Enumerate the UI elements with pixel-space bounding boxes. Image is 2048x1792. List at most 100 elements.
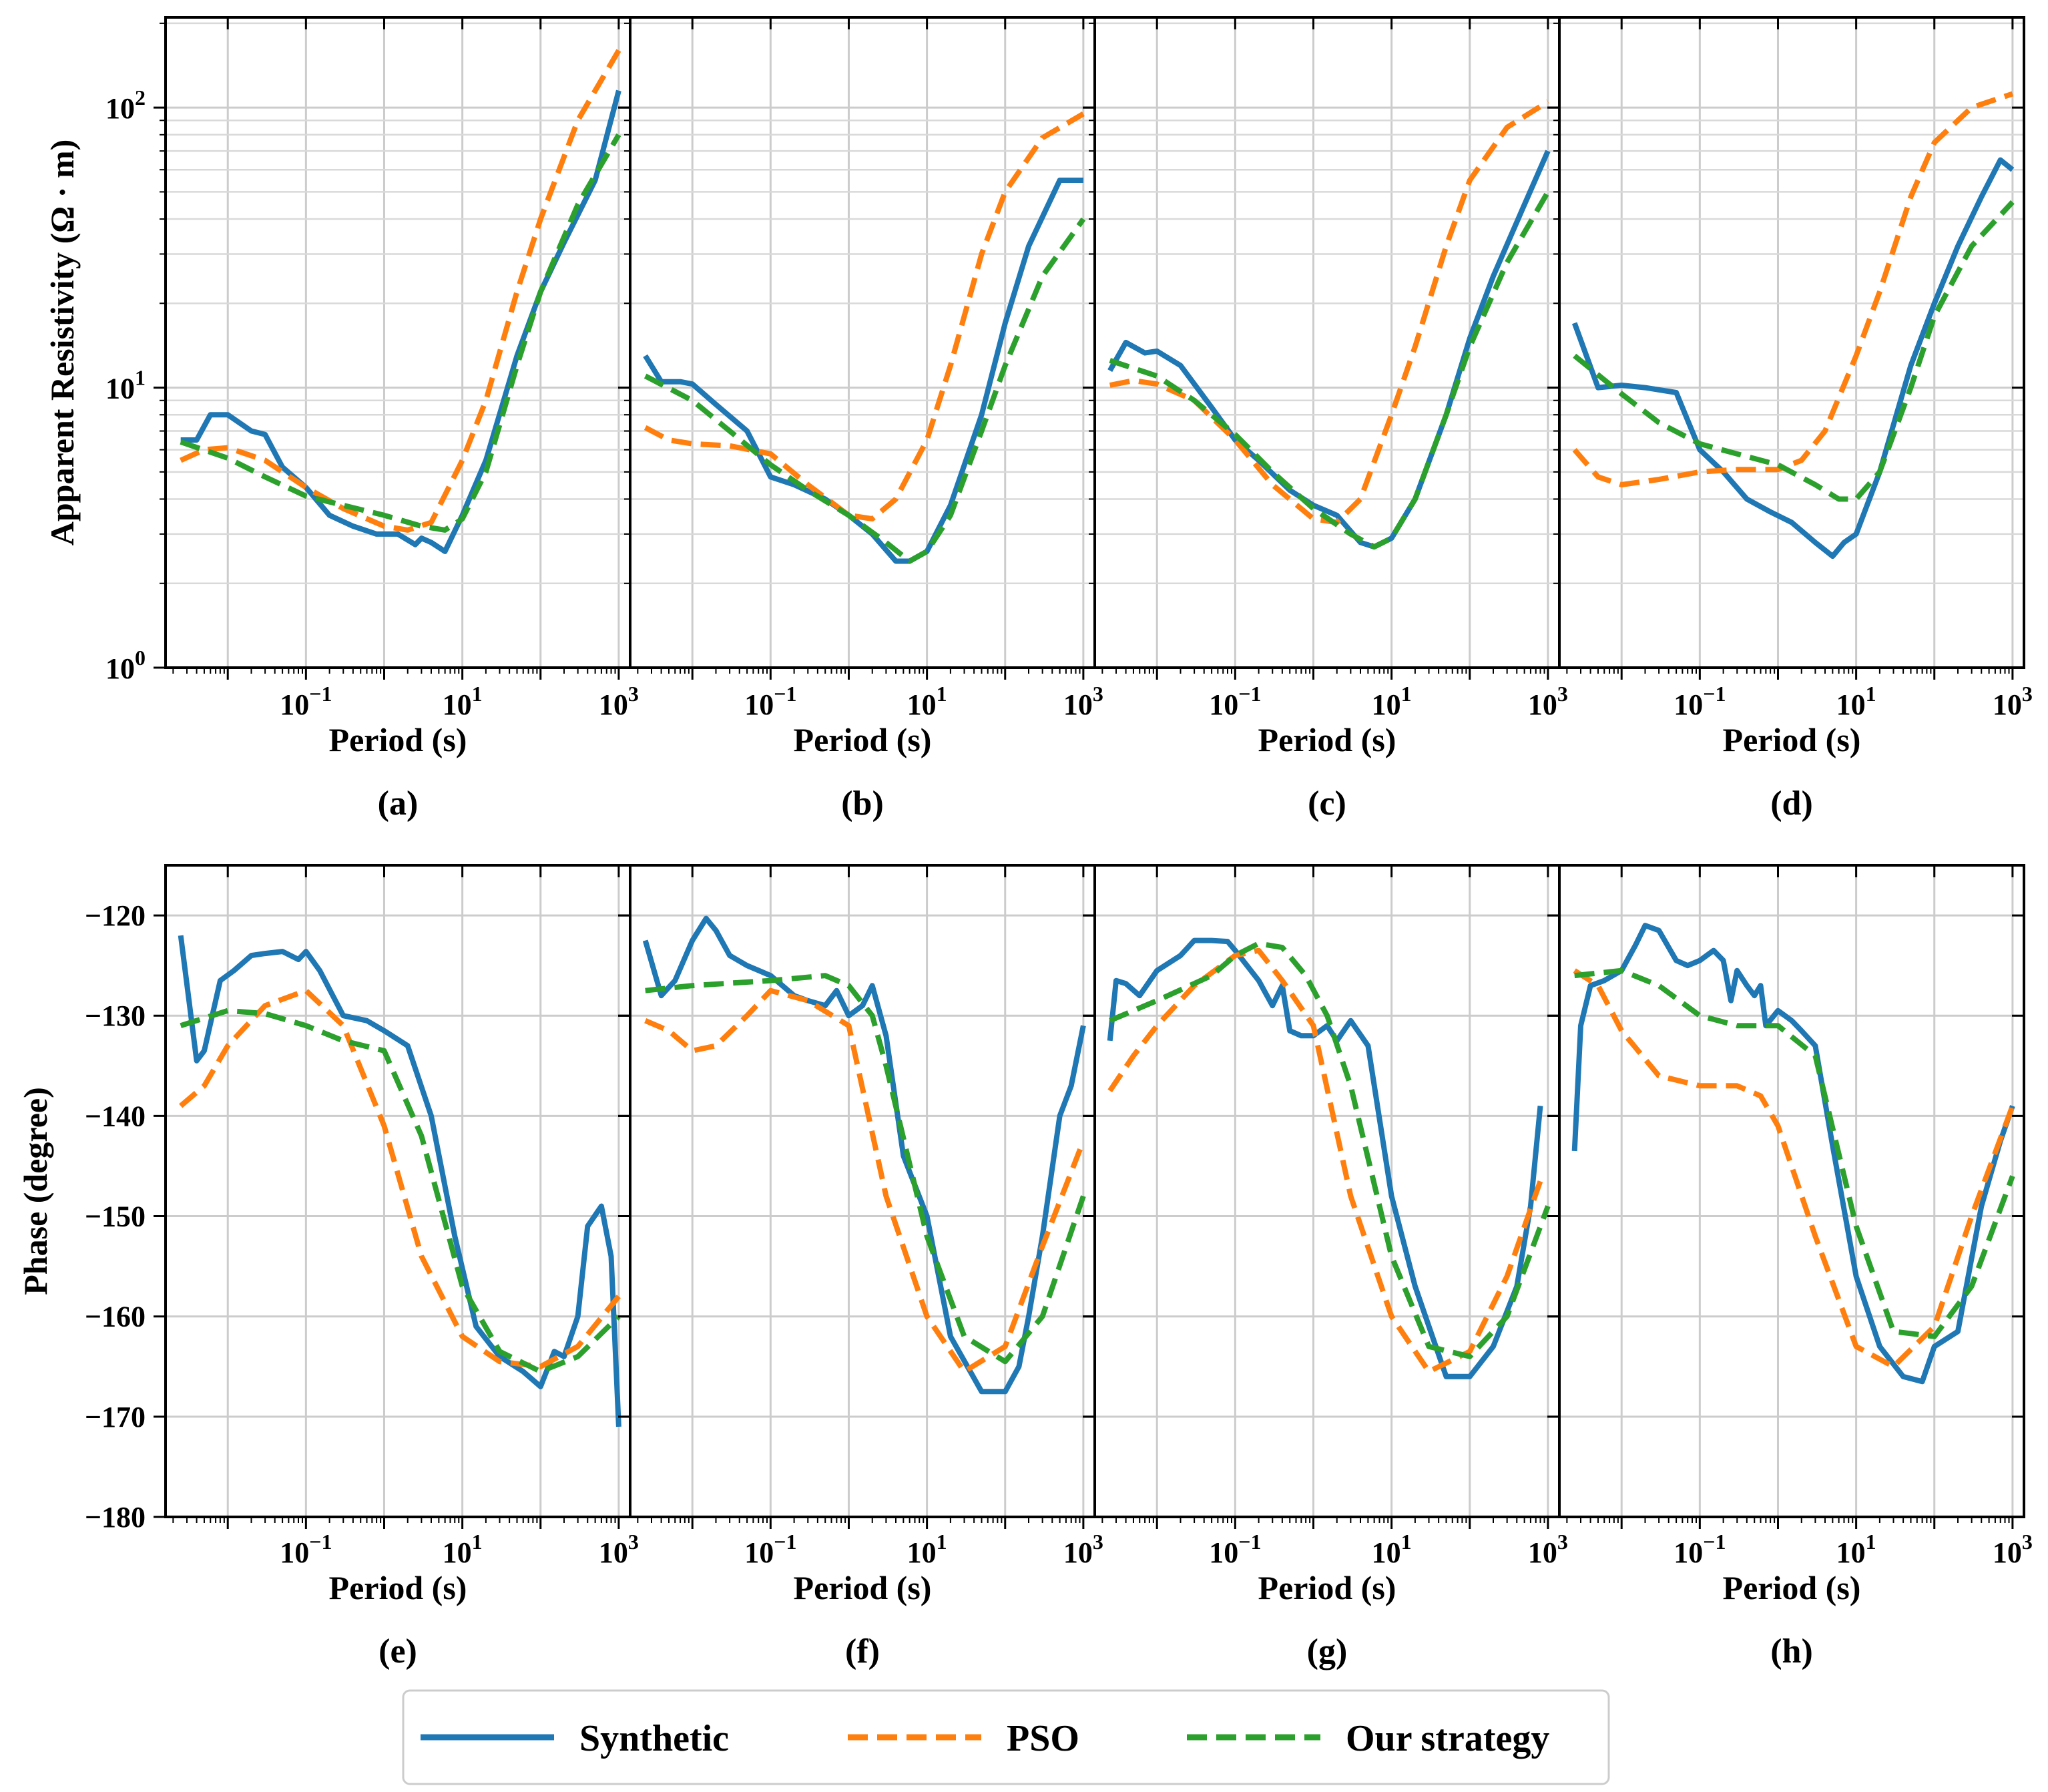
x-tick-label: 103	[1993, 682, 2033, 721]
plot-frame	[1558, 864, 2025, 1518]
panel-e: 10−1 101 103 −120 −130 −140 −150 −160 −170 −180 Pe…	[17, 864, 639, 1670]
series-group-d	[1571, 91, 2015, 559]
y-axis-label: Phase (degree)	[17, 1087, 54, 1295]
plot-frame	[629, 16, 1096, 669]
x-tick-label: 103	[1063, 1530, 1103, 1569]
x-axis-label: Period (s)	[1723, 1569, 1861, 1606]
panel-h: 10−1 101 103 Period (s) (h)	[1547, 864, 2033, 1670]
x-tick-label: 101	[443, 1530, 483, 1569]
panel-label: (c)	[1308, 785, 1346, 823]
ticks-b	[618, 17, 1095, 680]
x-tick-label: 101	[1836, 1530, 1876, 1569]
x-tick-label: 10−1	[744, 1530, 796, 1569]
x-tick-label: 10−1	[1674, 682, 1726, 721]
series-group-f	[642, 915, 1086, 1395]
x-axis-label: Period (s)	[329, 1569, 467, 1606]
ticks-d	[1547, 17, 2024, 680]
ticks-f	[618, 865, 1095, 1529]
series-line-pso	[644, 987, 1086, 1375]
x-tick-label: 10−1	[1209, 1530, 1261, 1569]
x-tick-label: 10−1	[280, 682, 332, 721]
panel-d: 10−1 101 103 Period (s) (d)	[1547, 16, 2033, 823]
x-tick-label: 101	[1372, 1530, 1412, 1569]
x-tick-label: 103	[599, 1530, 639, 1569]
panel-label: (h)	[1770, 1632, 1813, 1670]
series-group-h	[1571, 923, 2015, 1385]
series-line-our-strategy	[1109, 941, 1551, 1359]
y-tick-label: −170	[85, 1401, 146, 1433]
x-tick-label: 101	[907, 1530, 947, 1569]
panel-label: (f)	[845, 1632, 880, 1670]
series-line-synthetic	[1571, 923, 2015, 1385]
legend: Synthetic PSO Our strategy	[402, 1689, 1610, 1785]
grid-b	[630, 17, 1095, 669]
panel-a: 10−1 101 103 100 101 102 Period (s) Apparent Re…	[43, 16, 639, 823]
panel-label: (a)	[378, 785, 419, 823]
series-line-our-strategy	[1573, 200, 2015, 502]
series-group-e	[178, 935, 621, 1427]
grid-c	[1095, 17, 1559, 669]
y-tick-label: 100	[105, 646, 146, 685]
y-tick-label: −160	[85, 1301, 146, 1333]
y-tick-label: −180	[85, 1501, 146, 1534]
legend-label-synthetic: Synthetic	[579, 1718, 729, 1759]
panel-label: (g)	[1307, 1632, 1348, 1670]
legend-label-pso: PSO	[1007, 1718, 1079, 1759]
series-line-synthetic	[1571, 157, 2015, 559]
plot-frame	[164, 864, 631, 1518]
series-group-g	[1107, 937, 1551, 1379]
series-line-synthetic	[180, 89, 621, 554]
series-line-our-strategy	[1574, 967, 2015, 1339]
ticks-c	[1083, 17, 1559, 680]
grid-d	[1559, 17, 2024, 669]
panel-b: 10−1 101 103 Period (s) (b)	[618, 16, 1103, 823]
x-axis-label: Period (s)	[1258, 721, 1396, 758]
x-tick-label: 101	[1836, 682, 1876, 721]
panel-label: (e)	[378, 1632, 417, 1670]
x-axis-label: Period (s)	[1723, 721, 1861, 758]
panel-c: 10−1 101 103 Period (s) (c)	[1083, 16, 1568, 823]
chart-panels: 10−1 101 103 100 101 102 Period (s) Apparent Re…	[17, 16, 2033, 1670]
x-tick-label: 103	[1993, 1530, 2033, 1569]
x-axis-label: Period (s)	[794, 1569, 932, 1606]
ticks-a	[154, 17, 630, 680]
x-axis-label: Period (s)	[1258, 1569, 1396, 1606]
series-line-our-strategy	[644, 217, 1086, 564]
ticks-h	[1547, 865, 2024, 1529]
series-line-synthetic	[1107, 937, 1543, 1379]
plot-frame	[1093, 16, 1561, 669]
series-line-pso	[1573, 968, 2015, 1369]
panel-f: 10−1 101 103 Period (s) (f)	[618, 864, 1103, 1670]
grid-a	[166, 17, 630, 669]
series-group-b	[643, 111, 1086, 564]
plot-frame	[164, 16, 631, 669]
grid-h	[1559, 865, 2024, 1518]
series-group-c	[1107, 99, 1551, 550]
y-tick-label: 102	[105, 85, 146, 125]
grid-f	[630, 865, 1095, 1518]
series-group-a	[180, 49, 621, 554]
x-tick-label: 101	[1372, 682, 1412, 721]
x-tick-label: 10−1	[744, 682, 796, 721]
series-line-synthetic	[642, 915, 1086, 1395]
y-tick-label: −140	[85, 1100, 146, 1132]
x-tick-label: 10−1	[1209, 682, 1261, 721]
x-axis-label: Period (s)	[329, 721, 467, 758]
x-tick-label: 10−1	[280, 1530, 332, 1569]
x-tick-label: 103	[1063, 682, 1103, 721]
series-line-our-strategy	[180, 133, 621, 533]
plot-frame	[629, 864, 1096, 1518]
legend-label-our-strategy: Our strategy	[1346, 1718, 1549, 1759]
ticks-e	[154, 865, 630, 1529]
series-line-pso	[179, 987, 621, 1369]
y-tick-label: −120	[85, 899, 146, 932]
x-tick-label: 103	[1528, 682, 1568, 721]
series-line-our-strategy	[645, 973, 1086, 1365]
x-axis-label: Period (s)	[794, 721, 932, 758]
y-tick-label: 101	[105, 366, 146, 405]
x-tick-label: 101	[443, 682, 483, 721]
panel-g: 10−1 101 103 Period (s) (g)	[1083, 864, 1568, 1670]
series-line-pso	[644, 111, 1085, 522]
series-line-our-strategy	[180, 1007, 621, 1375]
